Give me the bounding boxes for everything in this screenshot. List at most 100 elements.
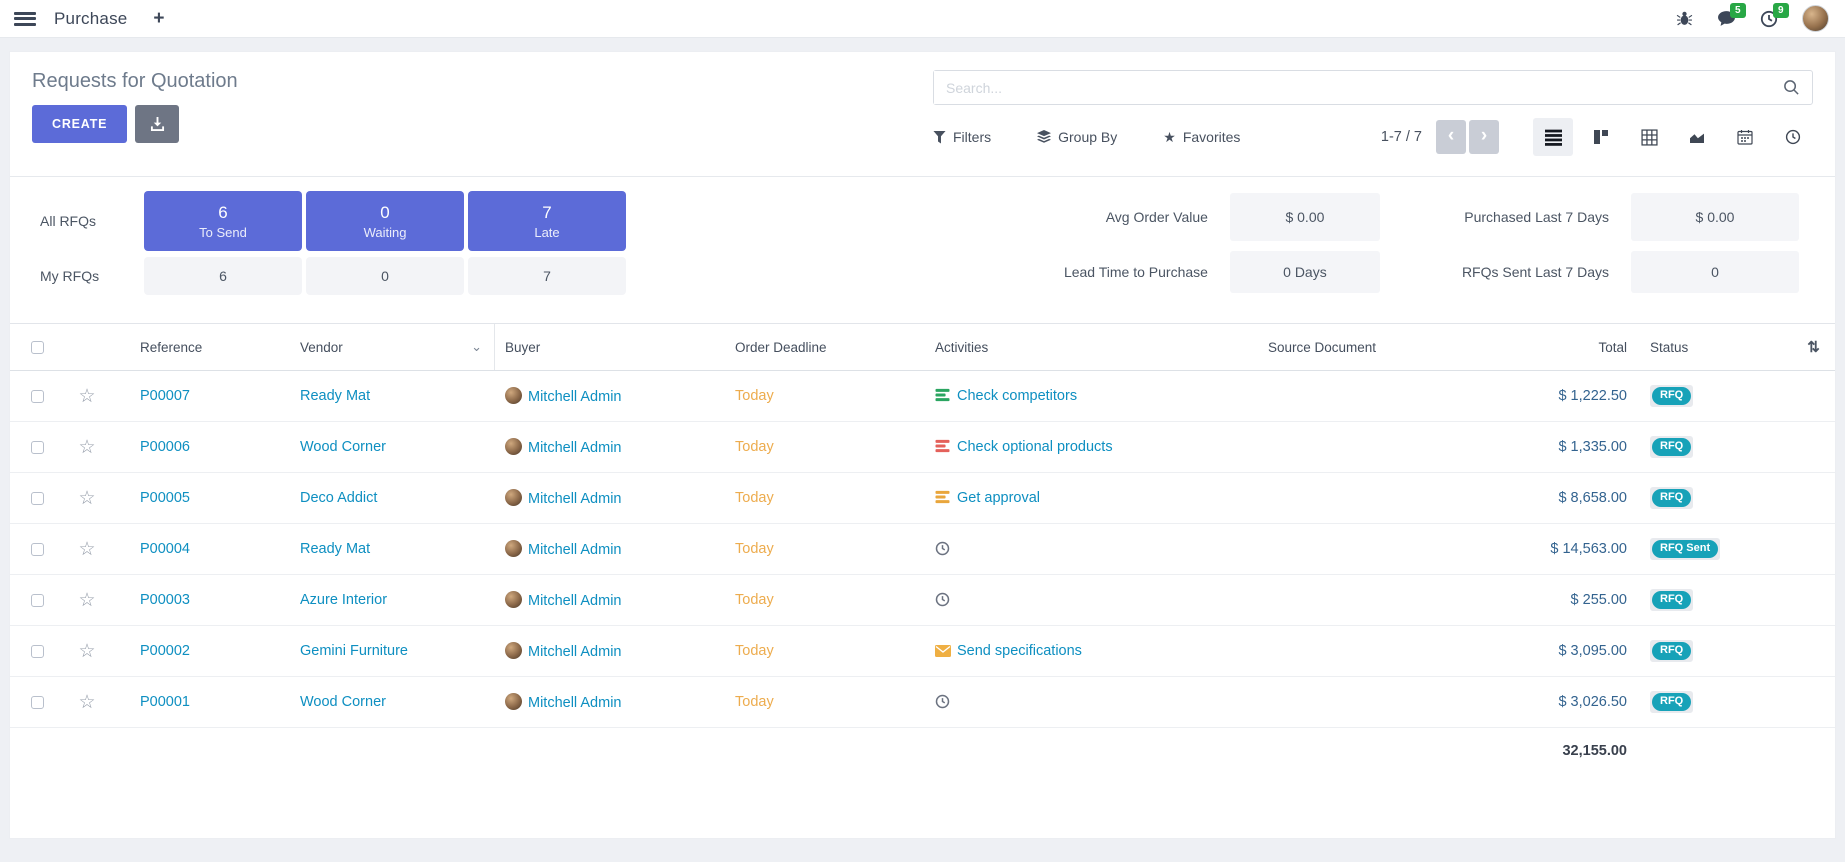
favorite-star-icon[interactable]: ☆ <box>78 437 96 457</box>
activity-cell[interactable]: Get approval <box>925 490 1240 506</box>
reference-link[interactable]: P00003 <box>140 592 190 608</box>
create-button[interactable]: CREATE <box>32 105 128 143</box>
search-bar[interactable] <box>933 70 1813 105</box>
filters-button[interactable]: Filters <box>933 129 991 145</box>
activity-cell[interactable]: Send specifications <box>925 643 1240 659</box>
column-header-reference[interactable]: Reference <box>140 339 203 355</box>
table-row[interactable]: ☆ P00006 Wood Corner Mitchell Admin Toda… <box>10 422 1835 473</box>
select-all-checkbox[interactable] <box>30 340 44 354</box>
table-row[interactable]: ☆ P00003 Azure Interior Mitchell Admin T… <box>10 575 1835 626</box>
activity-view-icon[interactable] <box>1773 118 1813 156</box>
column-header-source-document[interactable]: Source Document <box>1268 339 1377 355</box>
pager-next-button[interactable]: › <box>1469 120 1499 154</box>
row-checkbox[interactable] <box>30 491 44 505</box>
activity-cell[interactable]: Check optional products <box>925 439 1240 455</box>
search-icon[interactable] <box>1783 79 1800 96</box>
vendor-link[interactable]: Ready Mat <box>300 541 371 557</box>
activities-clock-icon[interactable]: 9 <box>1760 2 1789 28</box>
activity-clock-icon[interactable] <box>935 694 951 709</box>
pivot-view-icon[interactable] <box>1629 118 1669 156</box>
favorite-star-icon[interactable]: ☆ <box>78 692 96 712</box>
buyer-link[interactable]: Mitchell Admin <box>528 440 622 456</box>
favorite-star-icon[interactable]: ☆ <box>78 641 96 661</box>
vendor-link[interactable]: Azure Interior <box>300 592 388 608</box>
vendor-link[interactable]: Wood Corner <box>300 694 386 710</box>
favorite-star-icon[interactable]: ☆ <box>78 590 96 610</box>
buyer-link[interactable]: Mitchell Admin <box>528 593 622 609</box>
kanban-view-icon[interactable] <box>1581 118 1621 156</box>
messages-icon[interactable]: 5 <box>1717 3 1746 27</box>
activity-cell[interactable] <box>925 541 1240 558</box>
column-header-order-deadline[interactable]: Order Deadline <box>735 339 827 355</box>
search-input[interactable] <box>934 71 1783 104</box>
vendor-link[interactable]: Wood Corner <box>300 439 386 455</box>
favorite-star-icon[interactable]: ☆ <box>78 386 96 406</box>
table-row[interactable]: ☆ P00002 Gemini Furniture Mitchell Admin… <box>10 626 1835 677</box>
table-row[interactable]: ☆ P00001 Wood Corner Mitchell Admin Toda… <box>10 677 1835 728</box>
column-header-vendor[interactable]: Vendor ⌄ <box>290 324 495 370</box>
apps-menu-icon[interactable] <box>14 11 36 26</box>
table-row[interactable]: ☆ P00007 Ready Mat Mitchell Admin Today … <box>10 371 1835 422</box>
vendor-link[interactable]: Deco Addict <box>300 490 378 506</box>
export-button[interactable] <box>135 105 180 143</box>
column-header-buyer[interactable]: Buyer <box>505 339 541 355</box>
add-favorite-icon[interactable]: + <box>153 7 165 29</box>
activity-tasks-icon[interactable] <box>935 388 951 402</box>
column-header-activities[interactable]: Activities <box>935 339 989 355</box>
tile-my-waiting[interactable]: 0 <box>306 257 464 295</box>
reference-link[interactable]: P00002 <box>140 643 190 659</box>
calendar-view-icon[interactable] <box>1725 118 1765 156</box>
tile-my-late[interactable]: 7 <box>468 257 626 295</box>
download-icon <box>150 117 165 131</box>
table-row[interactable]: ☆ P00005 Deco Addict Mitchell Admin Toda… <box>10 473 1835 524</box>
row-checkbox[interactable] <box>30 695 44 709</box>
reference-link[interactable]: P00007 <box>140 388 190 404</box>
activity-cell[interactable] <box>925 694 1240 711</box>
buyer-link[interactable]: Mitchell Admin <box>528 389 622 405</box>
buyer-link[interactable]: Mitchell Admin <box>528 695 622 711</box>
column-header-total[interactable]: Total <box>1598 339 1627 355</box>
group-by-button[interactable]: Group By <box>1037 129 1117 145</box>
activity-clock-icon[interactable] <box>935 541 951 556</box>
tile-to-send[interactable]: 6 To Send <box>144 191 302 251</box>
row-checkbox[interactable] <box>30 389 44 403</box>
row-checkbox[interactable] <box>30 593 44 607</box>
app-title[interactable]: Purchase <box>54 8 128 28</box>
list-view-icon[interactable] <box>1533 118 1573 156</box>
table-row[interactable]: ☆ P00004 Ready Mat Mitchell Admin Today … <box>10 524 1835 575</box>
pager-previous-button[interactable]: ‹ <box>1436 120 1466 154</box>
activity-envelope-icon[interactable] <box>935 645 951 657</box>
activity-tasks-icon[interactable] <box>935 439 951 453</box>
column-header-status[interactable]: Status <box>1650 339 1689 355</box>
user-avatar[interactable] <box>1802 5 1829 32</box>
tile-late[interactable]: 7 Late <box>468 191 626 251</box>
tile-my-to-send[interactable]: 6 <box>144 257 302 295</box>
favorites-button[interactable]: ★ Favorites <box>1163 128 1241 146</box>
reference-link[interactable]: P00006 <box>140 439 190 455</box>
order-deadline-value: Today <box>735 592 774 608</box>
favorite-star-icon[interactable]: ☆ <box>78 539 96 559</box>
reference-link[interactable]: P00001 <box>140 694 190 710</box>
buyer-link[interactable]: Mitchell Admin <box>528 491 622 507</box>
optional-columns-icon[interactable]: ⇅ <box>1807 339 1820 356</box>
graph-view-icon[interactable] <box>1677 118 1717 156</box>
debug-bug-icon[interactable] <box>1676 10 1693 27</box>
activity-cell[interactable] <box>925 592 1240 609</box>
reference-link[interactable]: P00005 <box>140 490 190 506</box>
messages-badge: 5 <box>1730 3 1746 18</box>
order-deadline-value: Today <box>735 490 774 506</box>
favorite-star-icon[interactable]: ☆ <box>78 488 96 508</box>
row-checkbox[interactable] <box>30 440 44 454</box>
reference-link[interactable]: P00004 <box>140 541 190 557</box>
activity-tasks-icon[interactable] <box>935 490 951 504</box>
activity-clock-icon[interactable] <box>935 592 951 607</box>
order-deadline-value: Today <box>735 439 774 455</box>
buyer-link[interactable]: Mitchell Admin <box>528 644 622 660</box>
vendor-link[interactable]: Gemini Furniture <box>300 643 408 659</box>
vendor-link[interactable]: Ready Mat <box>300 388 371 404</box>
row-checkbox[interactable] <box>30 542 44 556</box>
tile-waiting[interactable]: 0 Waiting <box>306 191 464 251</box>
row-checkbox[interactable] <box>30 644 44 658</box>
activity-cell[interactable]: Check competitors <box>925 388 1240 404</box>
buyer-link[interactable]: Mitchell Admin <box>528 542 622 558</box>
